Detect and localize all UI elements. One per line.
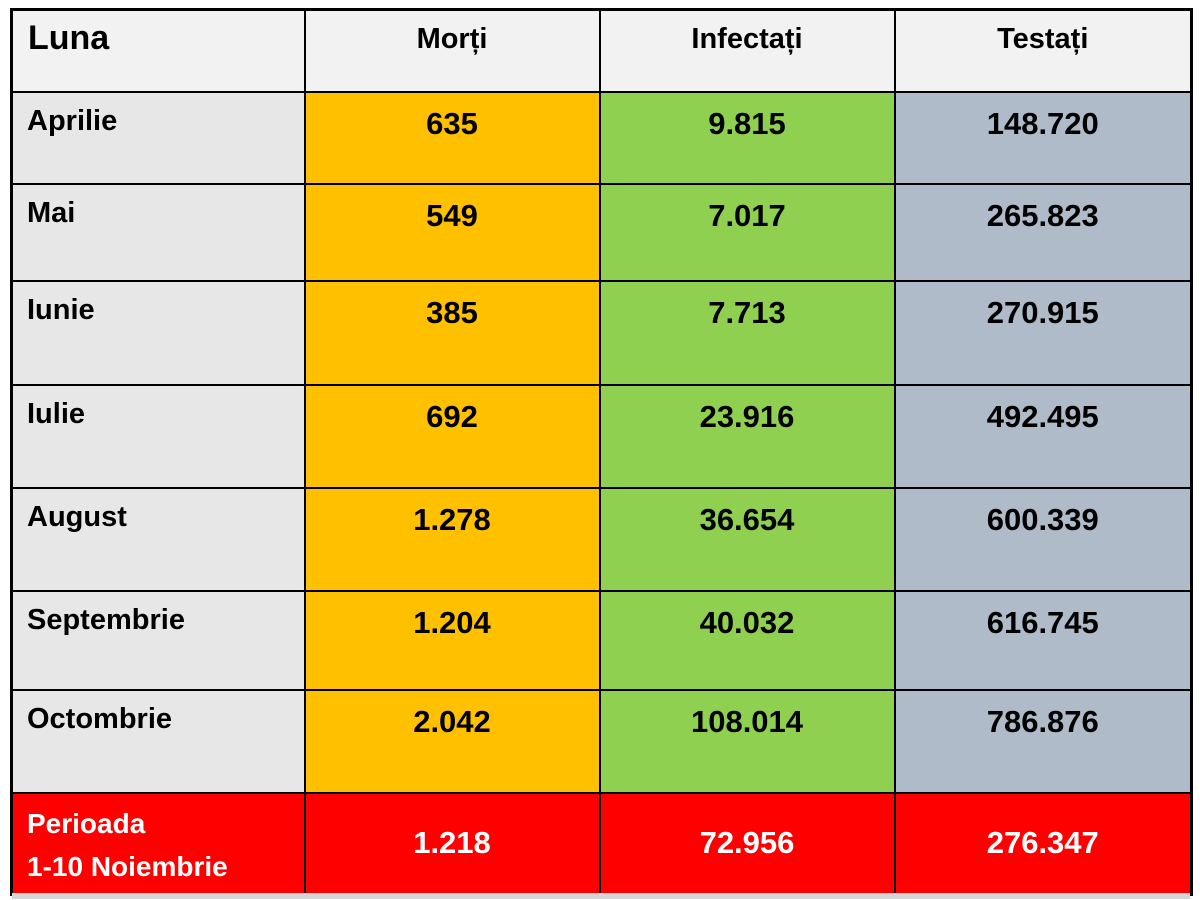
cell-testati: 265.823 xyxy=(893,182,1193,282)
cell-testati: 616.745 xyxy=(893,589,1193,691)
col-header-morti: Morți xyxy=(303,8,601,93)
cell-infectati: 36.654 xyxy=(598,486,896,592)
table-row-aprilie: Aprilie 635 9.815 148.720 xyxy=(10,90,1193,185)
cell-month: Mai xyxy=(10,182,306,282)
table-row-iulie: Iulie 692 23.916 492.495 xyxy=(10,383,1193,489)
cell-morti: 1.204 xyxy=(303,589,601,691)
cell-infectati: 108.014 xyxy=(598,688,896,794)
col-header-luna: Luna xyxy=(10,8,306,93)
cell-morti: 692 xyxy=(303,383,601,489)
cell-month: Iulie xyxy=(10,383,306,489)
cell-month: Iunie xyxy=(10,279,306,386)
header-row: Luna Morți Infectați Testați xyxy=(10,8,1193,93)
period-label-line1: Perioada xyxy=(27,807,146,839)
cell-month: Aprilie xyxy=(10,90,306,185)
cell-testati: 270.915 xyxy=(893,279,1193,386)
cell-morti: 385 xyxy=(303,279,601,386)
cell-morti: 2.042 xyxy=(303,688,601,794)
cell-morti: 1.278 xyxy=(303,486,601,592)
cell-testati: 600.339 xyxy=(893,486,1193,592)
table-row-septembrie: Septembrie 1.204 40.032 616.745 xyxy=(10,589,1193,691)
covid-monthly-table: Luna Morți Infectați Testați Aprilie 635… xyxy=(10,8,1193,896)
table-row-octombrie: Octombrie 2.042 108.014 786.876 xyxy=(10,688,1193,794)
cell-testati: 492.495 xyxy=(893,383,1193,489)
cell-month: Septembrie xyxy=(10,589,306,691)
table-body: Aprilie 635 9.815 148.720 Mai 549 7.017 … xyxy=(10,90,1193,896)
cell-morti-total: 1.218 xyxy=(303,791,601,896)
cell-month: Octombrie xyxy=(10,688,306,794)
table-bottom-shadow xyxy=(12,893,1190,899)
cell-infectati: 7.713 xyxy=(598,279,896,386)
table-row-iunie: Iunie 385 7.713 270.915 xyxy=(10,279,1193,386)
total-row-november-period: Perioada 1-10 Noiembrie 1.218 72.956 276… xyxy=(10,791,1193,896)
cell-period-label: Perioada 1-10 Noiembrie xyxy=(10,791,306,896)
cell-testati-total: 276.347 xyxy=(893,791,1193,896)
table-row-august: August 1.278 36.654 600.339 xyxy=(10,486,1193,592)
col-header-testati: Testați xyxy=(893,8,1193,93)
table-header: Luna Morți Infectați Testați xyxy=(10,8,1193,93)
cell-infectati: 23.916 xyxy=(598,383,896,489)
table-row-mai: Mai 549 7.017 265.823 xyxy=(10,182,1193,282)
cell-infectati: 9.815 xyxy=(598,90,896,185)
cell-testati: 148.720 xyxy=(893,90,1193,185)
cell-month: August xyxy=(10,486,306,592)
cell-infectati: 40.032 xyxy=(598,589,896,691)
col-header-infectati: Infectați xyxy=(598,8,896,93)
cell-infectati: 7.017 xyxy=(598,182,896,282)
period-label-line2: 1-10 Noiembrie xyxy=(27,850,228,882)
cell-morti: 635 xyxy=(303,90,601,185)
cell-testati: 786.876 xyxy=(893,688,1193,794)
cell-morti: 549 xyxy=(303,182,601,282)
cell-infectati-total: 72.956 xyxy=(598,791,896,896)
